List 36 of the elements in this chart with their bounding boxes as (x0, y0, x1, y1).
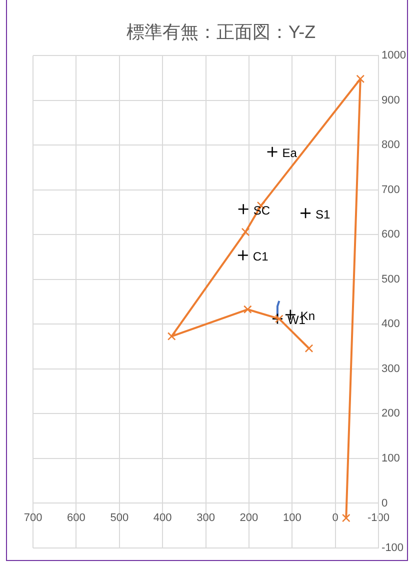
y-tick-label: 0 (382, 497, 388, 510)
y-tick-label: 900 (382, 94, 400, 106)
y-tick-label: 600 (382, 228, 400, 241)
point (241, 228, 250, 236)
point (243, 305, 252, 314)
annotation: S1 (316, 207, 331, 222)
x-tick-label: 200 (240, 512, 258, 524)
point (266, 146, 278, 158)
chart-title: 標準有無：正面図：Y-Z (126, 22, 316, 42)
point (272, 313, 284, 324)
point (238, 203, 249, 215)
annotation: Ea (282, 146, 298, 160)
y-tick-label: 300 (382, 362, 400, 375)
y-tick-label: 200 (382, 408, 400, 420)
point (356, 74, 365, 84)
point (300, 208, 312, 219)
annotation: C1 (252, 250, 269, 264)
y-tick-label: 500 (382, 273, 400, 286)
point (275, 314, 284, 323)
x-tick-label: 300 (196, 512, 215, 524)
x-tick-label: 700 (24, 512, 42, 524)
x-tick-label: 600 (67, 512, 86, 524)
x-tick-label: 100 (282, 512, 302, 524)
y-tick-label: 400 (382, 318, 400, 330)
x-tick-label: 400 (153, 512, 172, 524)
y-tick-label: -100 (382, 542, 404, 554)
point (342, 514, 350, 522)
y-tick-label: 100 (382, 452, 400, 465)
x-tick-label: 0 (332, 512, 338, 524)
y-tick-label: 800 (382, 139, 400, 152)
point (304, 344, 314, 353)
y-tick-label: 1000 (382, 50, 406, 62)
y-tick-label: 700 (382, 184, 400, 196)
point (237, 250, 249, 261)
x-tick-label: 500 (110, 512, 129, 524)
point (167, 332, 176, 340)
